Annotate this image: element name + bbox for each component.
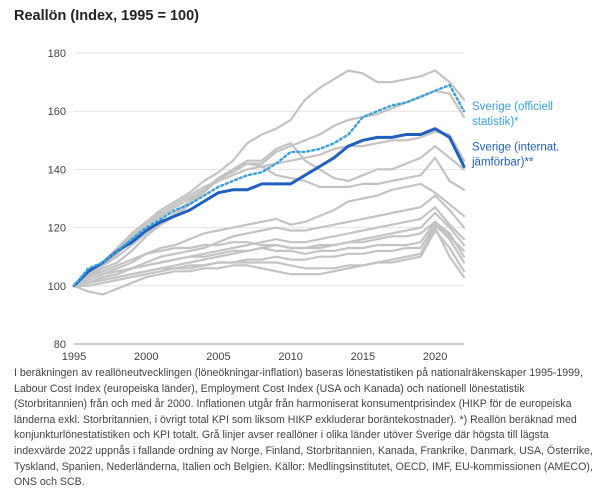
country-line-6: [72, 182, 466, 287]
y-tick-label-80: 80: [54, 339, 66, 351]
y-tick-label-180: 180: [48, 48, 66, 60]
x-tick-label-2005: 2005: [206, 351, 230, 363]
x-tick-label-2000: 2000: [134, 351, 158, 363]
series-label-official-line2: statistik)*: [472, 116, 519, 128]
country-line-10: [72, 220, 466, 287]
country-line-7: [72, 194, 466, 287]
line-chart: 80 100 120 140 160 180 1995 2000 2005 2010 2015 20…: [48, 48, 560, 363]
series-label-international-line1: Sverige (internat.: [472, 141, 560, 153]
y-tick-label-160: 160: [48, 106, 66, 118]
country-line-11: [72, 220, 466, 287]
country-line-14: [72, 226, 466, 296]
x-tick-label-1995: 1995: [62, 351, 86, 363]
series-label-international-line2: jämförbar)**: [471, 156, 534, 168]
country-line-12: [72, 223, 466, 287]
x-axis-tick-labels: 1995 2000 2005 2010 2015 2020: [62, 351, 448, 363]
sweden-official-line: [72, 83, 466, 287]
chart-caption: I beräkningen av reallöneutvecklingen (l…: [14, 367, 593, 489]
country-line-13: [72, 229, 466, 287]
country-line-1: [72, 69, 466, 287]
y-tick-label-100: 100: [48, 281, 66, 293]
country-line-5: [72, 156, 466, 287]
country-line-4: [72, 142, 466, 287]
sweden-international-line: [72, 127, 466, 288]
x-tick-label-2015: 2015: [351, 351, 375, 363]
y-tick-label-120: 120: [48, 223, 66, 235]
chart-title: Reallön (Index, 1995 = 100): [14, 8, 199, 24]
country-lines: [72, 69, 466, 296]
series-label-official-line1: Sverige (officiell: [472, 101, 553, 113]
gridlines: [74, 52, 464, 287]
x-tick-label-2020: 2020: [423, 351, 447, 363]
y-axis-tick-labels: 80 100 120 140 160 180: [48, 48, 66, 351]
sweden-lines: [72, 83, 466, 288]
x-tick-label-2010: 2010: [278, 351, 302, 363]
y-tick-label-140: 140: [48, 164, 66, 176]
